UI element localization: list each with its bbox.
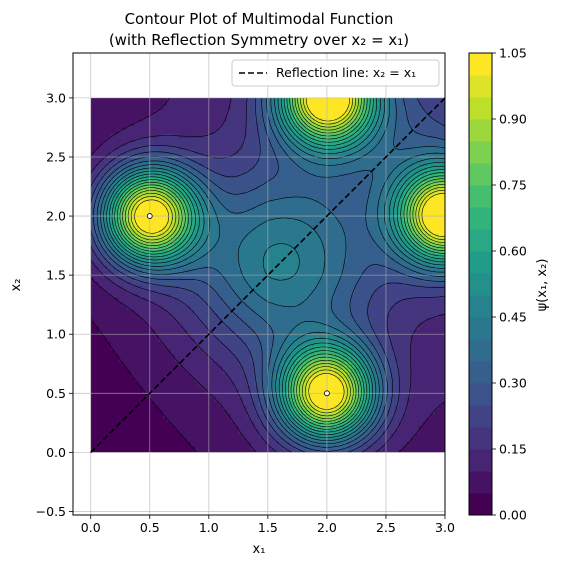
contour-line (117, 97, 445, 427)
chart-title-line1: Contour Plot of Multimodal Function (125, 10, 394, 28)
x-tick-label: 2.0 (317, 520, 337, 535)
peak-marker (324, 390, 330, 397)
colorbar-band (469, 405, 492, 428)
colorbar-band (469, 383, 492, 406)
plot-area (72, 52, 446, 516)
colorbar-tick-label: 0.45 (499, 310, 527, 325)
colorbar-band (469, 119, 492, 142)
colorbar-frame (468, 52, 493, 516)
colorbar-band (469, 251, 492, 274)
colorbar-label: ψ(x₁, x₂) (535, 259, 550, 312)
x-tick-label: 3.0 (435, 520, 455, 535)
contour-line (103, 97, 445, 441)
contour-line (96, 97, 445, 448)
chart-title-line2: (with Reflection Symmetry over x₂ = x₁) (109, 31, 409, 49)
colorbar-band (469, 207, 492, 230)
contour-line (125, 97, 445, 419)
colorbar-band (469, 97, 492, 120)
colorbar-tick-label: 0.90 (499, 112, 527, 127)
colorbar-band (469, 141, 492, 164)
x-axis-label: x₁ (253, 542, 266, 557)
y-axis-label: x₂ (9, 279, 24, 292)
colorbar-band (469, 317, 492, 340)
colorbar-band (469, 361, 492, 384)
x-tick-label: 2.5 (376, 520, 396, 535)
contour-line (106, 97, 445, 438)
contour-line (90, 318, 197, 453)
contour-line (114, 97, 445, 430)
legend-entry-reflection-line: Reflection line: x₂ = x₁ (276, 65, 416, 80)
contour-line (127, 97, 445, 417)
x-axis: 0.0 0.5 1.0 1.5 2.0 2.5 3.0 (81, 515, 455, 535)
y-axis: −0.5 0.0 0.5 1.0 1.5 2.0 2.5 3.0 (36, 90, 73, 519)
contour-line (119, 97, 445, 425)
y-tick-label: −0.5 (36, 504, 66, 519)
colorbar-tick-label: 0.30 (499, 376, 527, 391)
contour-line (122, 97, 445, 422)
contour-line (109, 97, 445, 435)
y-tick-label: 3.0 (46, 90, 66, 105)
contour-line (93, 97, 445, 452)
y-tick-label: 2.5 (46, 149, 66, 164)
colorbar-swatches (469, 53, 492, 516)
colorbar-band (469, 163, 492, 186)
colorbar-band (469, 75, 492, 98)
x-tick-label: 0.5 (140, 520, 160, 535)
colorbar-tick-label: 0.75 (499, 178, 527, 193)
contour-line (90, 97, 445, 453)
colorbar-tick-label: 0.00 (499, 508, 527, 523)
contour-line (130, 97, 445, 414)
y-tick-label: 2.0 (46, 209, 66, 224)
colorbar-band (469, 229, 492, 252)
colorbar-band (469, 53, 492, 76)
contour-line (100, 97, 445, 445)
colorbar-band (469, 427, 492, 450)
colorbar-band (469, 449, 492, 472)
colorbar-tick-label: 1.05 (499, 46, 527, 61)
colorbar-band (469, 185, 492, 208)
colorbar-tick-label: 0.15 (499, 442, 527, 457)
colorbar-ticks: 0.00 0.15 0.30 0.45 0.60 0.75 0.90 1.05 (492, 46, 527, 523)
x-tick-label: 1.5 (258, 520, 278, 535)
colorbar-band (469, 273, 492, 296)
x-tick-label: 1.0 (199, 520, 219, 535)
peak-marker (146, 213, 153, 219)
contour-line (90, 97, 445, 453)
legend: Reflection line: x₂ = x₁ (231, 59, 440, 87)
reflection-line (90, 97, 446, 453)
contour-fill (90, 97, 445, 453)
colorbar-band (469, 339, 492, 362)
y-tick-label: 0.0 (46, 445, 66, 460)
colorbar-band (469, 493, 492, 516)
y-tick-label: 1.0 (46, 327, 66, 342)
peak-markers (146, 213, 330, 397)
legend-box (231, 59, 440, 87)
y-tick-label: 0.5 (46, 386, 66, 401)
contour-line (111, 97, 445, 433)
colorbar-tick-label: 0.60 (499, 244, 527, 259)
colorbar-band (469, 471, 492, 494)
y-tick-label: 1.5 (46, 268, 66, 283)
x-tick-label: 0.0 (81, 520, 101, 535)
contour-line (134, 97, 445, 410)
axes-frame (72, 52, 446, 516)
colorbar: 0.00 0.15 0.30 0.45 0.60 0.75 0.90 1.05 ψ(x₁, x… (468, 46, 550, 523)
colorbar-band (469, 295, 492, 318)
